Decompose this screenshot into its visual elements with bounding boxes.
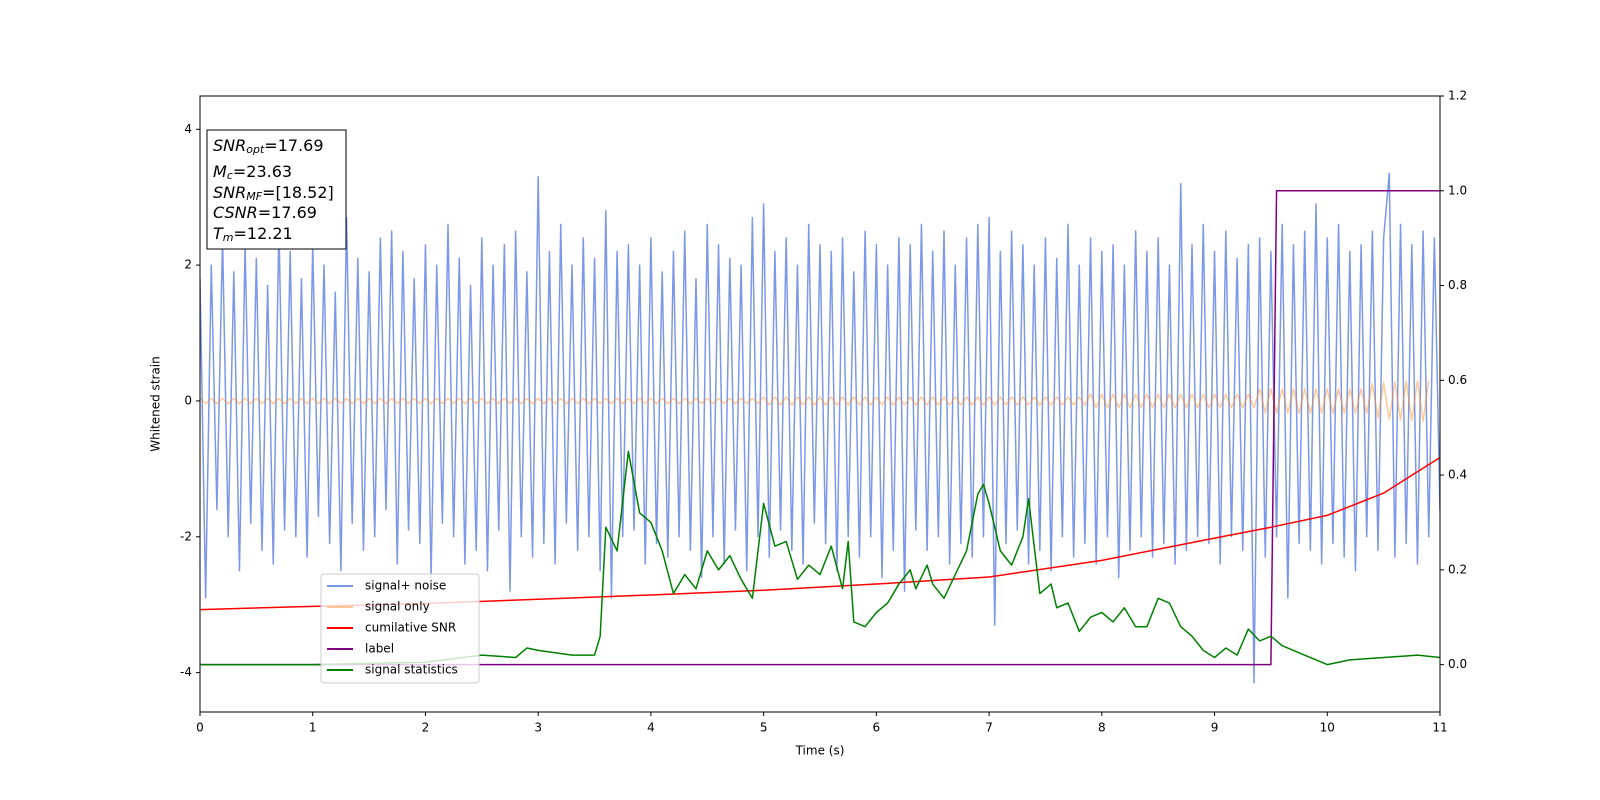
y-tick-label: 0	[184, 393, 192, 407]
x-tick-label: 1	[309, 721, 317, 735]
annotation-sub: opt	[246, 143, 265, 156]
series-line	[200, 450, 1440, 666]
legend-label: signal statistics	[365, 663, 458, 677]
y-tick-label: 4	[184, 122, 192, 136]
annotation-frame	[206, 129, 347, 250]
annotation-main: M	[213, 162, 227, 181]
x-axis-label: Time (s)	[795, 744, 845, 758]
x-tick-label: 6	[873, 721, 881, 735]
x-tick-label: 4	[647, 721, 655, 735]
y2-tick-label: 0.2	[1448, 562, 1467, 576]
annotation-rest: =[18.52]	[262, 183, 334, 202]
legend: signal+ noise signal only cumilative SNR la…	[320, 573, 480, 684]
annotation-text: CSNR=17.69	[213, 203, 317, 222]
annotation-box: SNRopt=17.69Mc=23.63SNRMF=[18.52]CSNR=17…	[206, 129, 347, 250]
y-axis-label: Whitened strain	[149, 356, 163, 452]
annotation-main: CSNR	[213, 203, 258, 222]
y-tick-label: -2	[180, 529, 192, 543]
x-tick-label: 9	[1211, 721, 1219, 735]
annotation-rest: =12.21	[234, 224, 293, 243]
annotation-rest: =23.63	[233, 162, 292, 181]
x-tick-label: 7	[985, 721, 993, 735]
y2-tick-label: 0.4	[1448, 468, 1467, 482]
annotation-main: SNR	[213, 136, 246, 155]
annotation-rest: =17.69	[264, 136, 323, 155]
x-tick-label: 3	[534, 721, 542, 735]
series-line	[200, 190, 1440, 666]
x-tick-label: 8	[1098, 721, 1106, 735]
legend-frame	[320, 573, 480, 684]
annotation-sub: MF	[246, 190, 262, 203]
annotation-sub: c	[227, 169, 233, 182]
y-tick-label: -4	[180, 665, 192, 679]
series-line	[200, 379, 1430, 423]
axes-frame	[199, 95, 1441, 713]
annotation-text: Tm=12.21	[213, 224, 293, 245]
series-line	[200, 172, 1440, 684]
legend-label: label	[365, 642, 394, 656]
annotation-text: Mc=23.63	[213, 162, 292, 183]
y2-tick-label: 1.2	[1448, 89, 1467, 103]
x-tick-label: 10	[1320, 721, 1335, 735]
y2-tick-label: 1.0	[1448, 183, 1467, 197]
annotation-main: T	[213, 224, 224, 243]
annotation-rest: =17.69	[258, 203, 317, 222]
annotation-sub: m	[223, 231, 234, 244]
legend-label: signal+ noise	[365, 579, 446, 593]
x-tick-label: 0	[196, 721, 204, 735]
annotation-text: SNRMF=[18.52]	[213, 183, 334, 204]
annotation-text: SNRopt=17.69	[213, 136, 324, 157]
x-tick-label: 2	[422, 721, 430, 735]
x-tick-label: 11	[1432, 721, 1447, 735]
legend-label: cumilative SNR	[365, 621, 456, 635]
y2-tick-label: 0.0	[1448, 657, 1467, 671]
annotation-main: SNR	[213, 183, 246, 202]
legend-label: signal only	[365, 600, 430, 614]
y2-tick-label: 0.6	[1448, 373, 1467, 387]
y-tick-label: 2	[184, 258, 192, 272]
x-tick-label: 5	[760, 721, 768, 735]
y2-tick-label: 0.8	[1448, 278, 1467, 292]
